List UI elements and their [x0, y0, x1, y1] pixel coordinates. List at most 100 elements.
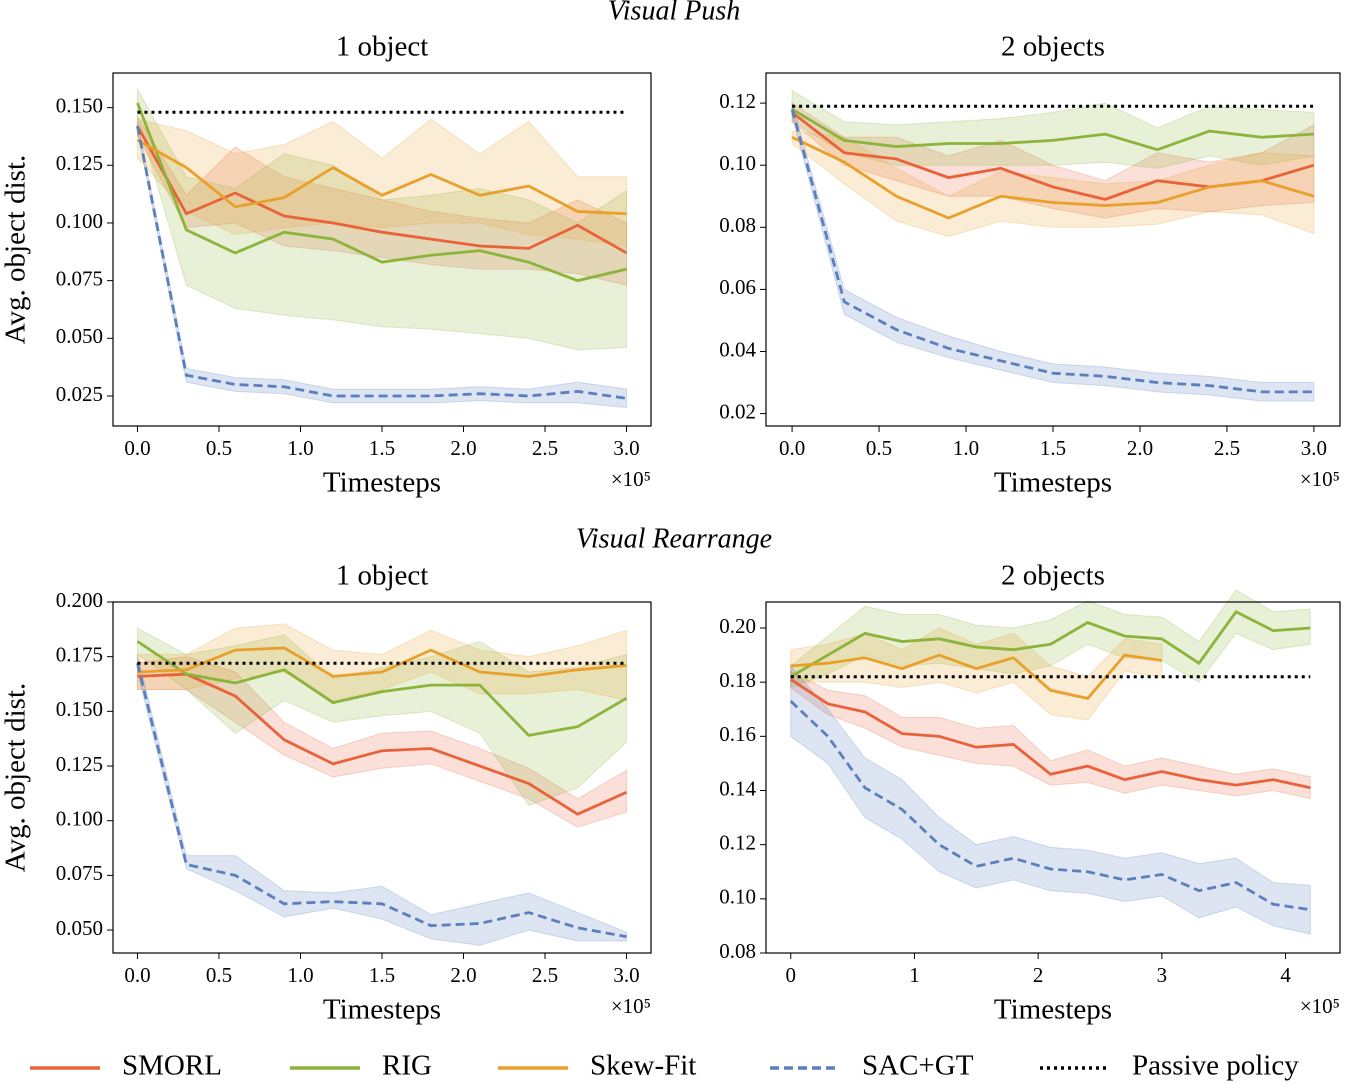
- x-tick-label: 1.0: [287, 436, 313, 460]
- y-tick-label: 0.075: [56, 861, 103, 885]
- y-tick-label: 0.150: [56, 93, 103, 117]
- x-tick-label: 2.5: [532, 436, 558, 460]
- series-line: [789, 678, 1311, 790]
- x-tick-label: 1.0: [953, 436, 979, 460]
- confidence-band: [791, 102, 1315, 219]
- confidence-band: [136, 121, 628, 409]
- y-tick-label: 0.100: [56, 807, 103, 831]
- x-tick-label: 0.5: [206, 436, 232, 460]
- x-multiplier: ×10⁵: [1300, 467, 1340, 491]
- plot-area: [790, 89, 1315, 402]
- plot-area: [136, 623, 628, 946]
- chart-title: 1 object: [336, 560, 429, 592]
- legend-label: RIG: [382, 1050, 432, 1082]
- chart-title: 2 objects: [1001, 31, 1105, 63]
- confidence-band: [136, 118, 628, 247]
- y-tick-label: 0.075: [56, 266, 103, 290]
- plot-frame: [765, 601, 1341, 954]
- x-tick-label: 0.0: [779, 436, 805, 460]
- y-tick-label: 0.150: [56, 697, 103, 721]
- x-multiplier: ×10⁵: [1300, 994, 1340, 1018]
- y-tick-label: 0.08: [719, 213, 756, 237]
- row-title: Visual Rearrange: [576, 523, 772, 554]
- y-tick-label: 0.20: [719, 614, 756, 638]
- confidence-band: [790, 664, 1311, 935]
- x-tick-label: 3: [1157, 963, 1168, 987]
- series-line: [136, 138, 627, 216]
- x-tick-label: 1: [909, 963, 920, 987]
- x-tick-label: 3.0: [1301, 436, 1327, 460]
- series-line: [136, 125, 627, 400]
- x-axis-label: Timesteps: [323, 467, 441, 499]
- series-line: [789, 700, 1311, 912]
- x-tick-label: 1.5: [1040, 436, 1066, 460]
- series-line: [137, 672, 628, 816]
- confidence-band: [136, 627, 628, 806]
- row-title: Visual Push: [608, 0, 740, 26]
- x-tick-label: 2.5: [1214, 436, 1240, 460]
- y-tick-label: 0.125: [56, 151, 103, 175]
- series-line: [790, 609, 1311, 678]
- x-tick-label: 2.0: [1127, 436, 1153, 460]
- y-tick-label: 0.200: [56, 588, 103, 612]
- confidence-band: [790, 670, 1311, 800]
- y-tick-label: 0.12: [719, 89, 756, 113]
- y-tick-label: 0.04: [719, 337, 756, 361]
- x-tick-label: 0.0: [124, 963, 150, 987]
- chart-title: 2 objects: [1001, 560, 1105, 592]
- x-tick-label: 2.0: [450, 436, 476, 460]
- series-line: [790, 108, 1314, 394]
- series-line: [791, 136, 1315, 220]
- confidence-band: [791, 130, 1315, 238]
- y-tick-label: 0.18: [719, 668, 756, 692]
- y-tick-label: 0.12: [719, 830, 756, 854]
- x-axis-label: Timesteps: [994, 467, 1112, 499]
- x-tick-label: 3.0: [613, 963, 639, 987]
- legend-label: SMORL: [122, 1050, 222, 1082]
- x-tick-label: 1.0: [287, 963, 313, 987]
- y-tick-label: 0.02: [719, 399, 756, 423]
- confidence-band: [791, 102, 1315, 402]
- series-line: [136, 125, 628, 255]
- confidence-band: [136, 87, 628, 351]
- legend-label: Passive policy: [1132, 1050, 1299, 1082]
- series-line: [136, 640, 628, 737]
- x-tick-label: 1.5: [369, 963, 395, 987]
- x-tick-label: 0.0: [124, 436, 150, 460]
- x-tick-label: 2: [1033, 963, 1044, 987]
- y-tick-label: 0.025: [56, 382, 103, 406]
- series-line: [791, 108, 1314, 152]
- chart-title: 1 object: [336, 31, 429, 63]
- y-tick-label: 0.06: [719, 275, 756, 299]
- y-axis-label: Avg. object dist.: [0, 155, 32, 345]
- series-line: [137, 646, 627, 678]
- confidence-band: [136, 654, 628, 946]
- legend-label: SAC+GT: [862, 1050, 974, 1082]
- confidence-band: [136, 656, 628, 828]
- y-tick-label: 0.14: [719, 776, 756, 800]
- x-axis-label: Timesteps: [323, 994, 441, 1026]
- x-multiplier: ×10⁵: [611, 467, 651, 491]
- series-line: [136, 102, 627, 283]
- x-tick-label: 0.5: [866, 436, 892, 460]
- y-tick-label: 0.10: [719, 885, 756, 909]
- x-tick-label: 3.0: [613, 436, 639, 460]
- series-line: [136, 662, 627, 938]
- legend-label: Skew-Fit: [590, 1050, 696, 1082]
- confidence-band: [791, 89, 1315, 169]
- y-tick-label: 0.100: [56, 209, 103, 233]
- y-tick-label: 0.08: [719, 939, 756, 963]
- x-tick-label: 2.5: [532, 963, 558, 987]
- plot-area: [136, 87, 628, 409]
- x-tick-label: 0: [785, 963, 796, 987]
- y-tick-label: 0.16: [719, 722, 756, 746]
- y-tick-label: 0.125: [56, 752, 103, 776]
- x-multiplier: ×10⁵: [611, 994, 651, 1018]
- x-tick-label: 2.0: [450, 963, 476, 987]
- x-tick-label: 4: [1280, 963, 1291, 987]
- x-tick-label: 0.5: [206, 963, 232, 987]
- series-line: [790, 653, 1163, 700]
- x-tick-label: 1.5: [369, 436, 395, 460]
